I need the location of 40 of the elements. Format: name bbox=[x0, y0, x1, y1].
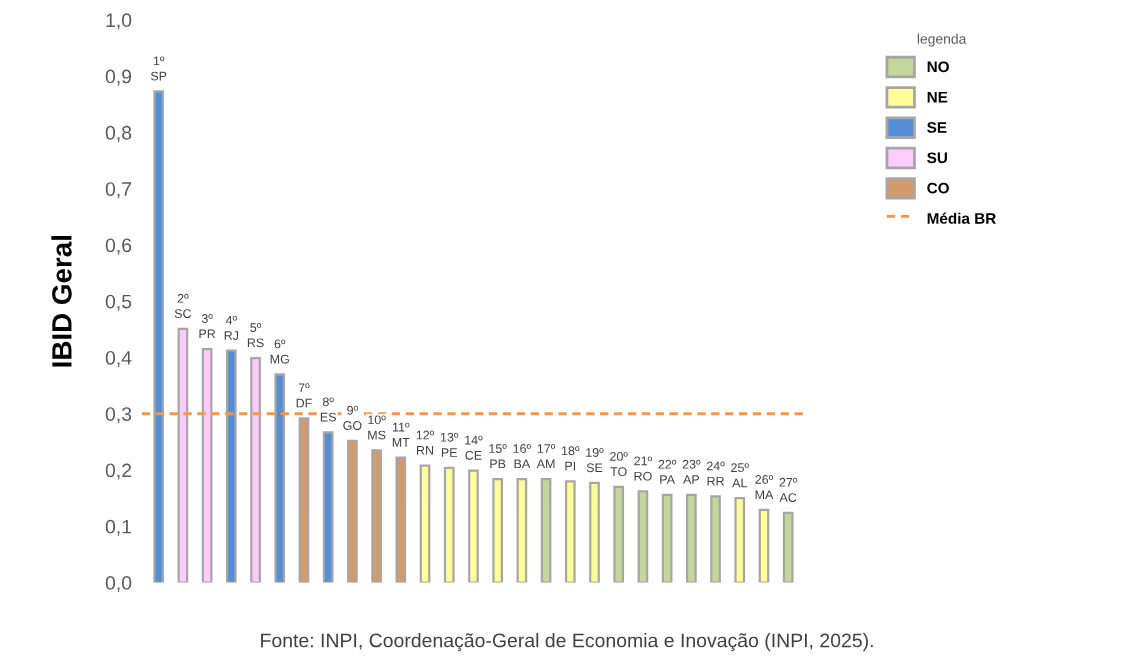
bar bbox=[298, 417, 310, 583]
bar bbox=[540, 477, 552, 583]
bar bbox=[492, 477, 503, 583]
bar bbox=[177, 327, 189, 583]
bar bbox=[250, 356, 261, 583]
bar bbox=[782, 511, 794, 583]
y-tick-label: 0,9 bbox=[105, 69, 132, 86]
bar bbox=[274, 373, 286, 583]
y-tick-label: 0,3 bbox=[105, 407, 132, 424]
y-tick-label: 1,0 bbox=[106, 13, 132, 30]
bar bbox=[589, 481, 600, 583]
y-tick-label: 0,0 bbox=[105, 576, 132, 593]
y-tick-label: 0,7 bbox=[105, 182, 132, 199]
bar bbox=[419, 464, 431, 583]
bar bbox=[395, 456, 407, 583]
y-axis-title: IBID Geral bbox=[51, 236, 72, 367]
bar bbox=[443, 466, 455, 583]
y-tick-label: 0,4 bbox=[105, 350, 132, 368]
bar bbox=[201, 347, 213, 583]
bar bbox=[637, 490, 649, 583]
bar bbox=[734, 497, 746, 583]
y-tick-label: 0,1 bbox=[105, 519, 132, 536]
bar bbox=[710, 495, 721, 583]
y-tick-label: 0,8 bbox=[105, 125, 132, 142]
y-tick-label: 0,5 bbox=[105, 294, 132, 311]
bar bbox=[153, 90, 165, 583]
y-tick-label: 0,6 bbox=[105, 238, 132, 255]
source-note: Fonte: INPI, Coordenação-Geral de Economia e Inovação (INPI, 2025). bbox=[261, 633, 873, 652]
bar bbox=[225, 349, 237, 583]
bar bbox=[516, 477, 528, 583]
bar bbox=[613, 485, 625, 583]
bar bbox=[322, 431, 334, 583]
bar bbox=[661, 493, 673, 583]
bar bbox=[347, 439, 358, 583]
bar bbox=[371, 449, 382, 583]
bar bbox=[564, 480, 576, 583]
bar bbox=[468, 469, 479, 583]
y-tick-label: 0,2 bbox=[105, 463, 132, 480]
bar bbox=[758, 508, 770, 583]
bar bbox=[686, 493, 697, 583]
